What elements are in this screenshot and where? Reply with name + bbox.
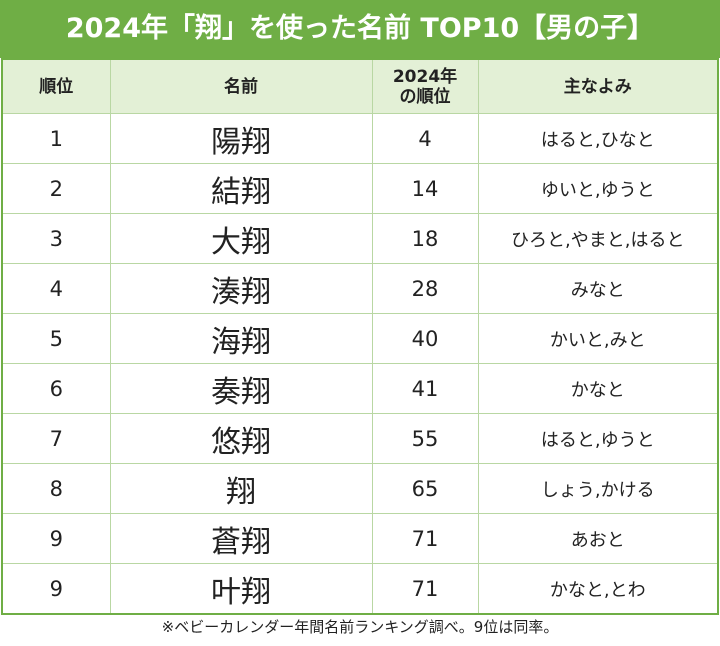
cell-prev: 71 bbox=[371, 563, 479, 615]
cell-name: 陽翔 bbox=[109, 113, 373, 164]
column-header: 順位 bbox=[1, 58, 111, 114]
table-row: 7 悠翔 55 はると,ゆうと bbox=[1, 413, 719, 464]
ranking-table: 順位 名前 2024年 の順位 主なよみ 1 陽翔 4 はると,ひなと 2 結翔 14 ゆいと,ゆうと… bbox=[1, 58, 719, 615]
cell-prev: 71 bbox=[371, 513, 479, 564]
cell-rank: 4 bbox=[1, 263, 111, 314]
table-row: 8 翔 65 しょう,かける bbox=[1, 463, 719, 514]
cell-yomi: あおと bbox=[477, 513, 719, 564]
table-row: 2 結翔 14 ゆいと,ゆうと bbox=[1, 163, 719, 214]
cell-yomi: みなと bbox=[477, 263, 719, 314]
title: 2024年「翔」を使った名前 TOP10【男の子】 bbox=[0, 0, 720, 58]
table-row: 5 海翔 40 かいと,みと bbox=[1, 313, 719, 364]
cell-prev: 55 bbox=[371, 413, 479, 464]
header-row: 順位 名前 2024年 の順位 主なよみ bbox=[1, 58, 719, 114]
cell-prev: 14 bbox=[371, 163, 479, 214]
table-row: 3 大翔 18 ひろと,やまと,はると bbox=[1, 213, 719, 264]
table-row: 9 蒼翔 71 あおと bbox=[1, 513, 719, 564]
table-row: 6 奏翔 41 かなと bbox=[1, 363, 719, 414]
cell-name: 大翔 bbox=[109, 213, 373, 264]
cell-name: 悠翔 bbox=[109, 413, 373, 464]
cell-name: 結翔 bbox=[109, 163, 373, 214]
cell-yomi: かいと,みと bbox=[477, 313, 719, 364]
cell-yomi: ひろと,やまと,はると bbox=[477, 213, 719, 264]
cell-prev: 40 bbox=[371, 313, 479, 364]
cell-rank: 7 bbox=[1, 413, 111, 464]
cell-yomi: しょう,かける bbox=[477, 463, 719, 514]
cell-name: 海翔 bbox=[109, 313, 373, 364]
cell-prev: 18 bbox=[371, 213, 479, 264]
cell-rank: 5 bbox=[1, 313, 111, 364]
cell-yomi: かなと bbox=[477, 363, 719, 414]
table-body: 1 陽翔 4 はると,ひなと 2 結翔 14 ゆいと,ゆうと 3 大翔 18 ひろと,やまと,はると 4… bbox=[1, 113, 719, 615]
cell-yomi: ゆいと,ゆうと bbox=[477, 163, 719, 214]
cell-rank: 6 bbox=[1, 363, 111, 414]
cell-yomi: はると,ひなと bbox=[477, 113, 719, 164]
cell-yomi: かなと,とわ bbox=[477, 563, 719, 615]
column-header-line: の順位 bbox=[399, 86, 451, 107]
footnote: ※ベビーカレンダー年間名前ランキング調べ。9位は同率。 bbox=[161, 618, 559, 636]
cell-rank: 8 bbox=[1, 463, 111, 514]
table-row: 4 湊翔 28 みなと bbox=[1, 263, 719, 314]
cell-prev: 4 bbox=[371, 113, 479, 164]
cell-name: 蒼翔 bbox=[109, 513, 373, 564]
cell-prev: 28 bbox=[371, 263, 479, 314]
column-header: 主なよみ bbox=[477, 58, 719, 114]
cell-rank: 3 bbox=[1, 213, 111, 264]
cell-name: 湊翔 bbox=[109, 263, 373, 314]
cell-name: 叶翔 bbox=[109, 563, 373, 615]
cell-prev: 41 bbox=[371, 363, 479, 414]
cell-yomi: はると,ゆうと bbox=[477, 413, 719, 464]
cell-prev: 65 bbox=[371, 463, 479, 514]
cell-rank: 2 bbox=[1, 163, 111, 214]
cell-name: 奏翔 bbox=[109, 363, 373, 414]
column-header-line: 2024年 bbox=[392, 66, 458, 87]
column-header: 名前 bbox=[109, 58, 373, 114]
cell-rank: 9 bbox=[1, 563, 111, 615]
cell-rank: 9 bbox=[1, 513, 111, 564]
cell-name: 翔 bbox=[109, 463, 373, 514]
column-header: 2024年 の順位 bbox=[371, 58, 479, 114]
table-row: 9 叶翔 71 かなと,とわ bbox=[1, 563, 719, 615]
table-row: 1 陽翔 4 はると,ひなと bbox=[1, 113, 719, 164]
cell-rank: 1 bbox=[1, 113, 111, 164]
